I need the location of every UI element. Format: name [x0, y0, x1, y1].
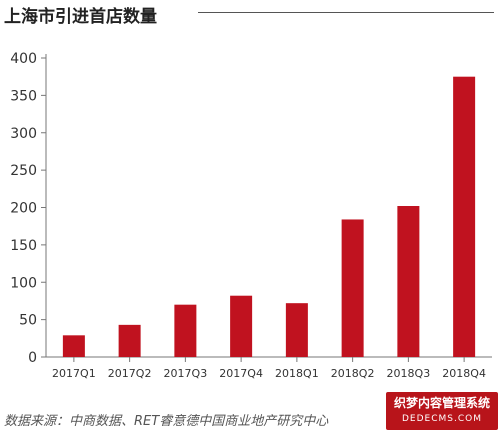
bar	[118, 324, 141, 357]
y-tick-label: 0	[28, 350, 37, 366]
x-tick-label: 2018Q1	[275, 367, 319, 380]
bar	[397, 206, 420, 357]
x-tick-label: 2017Q4	[219, 367, 263, 380]
bar	[341, 219, 364, 357]
y-tick-label: 350	[10, 88, 37, 104]
x-tick-label: 2018Q2	[331, 367, 375, 380]
watermark-line1: 织梦内容管理系统	[393, 396, 490, 410]
x-tick-label: 2017Q1	[52, 367, 96, 380]
bar	[230, 295, 253, 357]
bar	[285, 303, 308, 357]
bar	[62, 335, 85, 357]
y-tick-label: 250	[10, 163, 37, 179]
x-tick-label: 2018Q3	[387, 367, 431, 380]
x-tick-label: 2017Q2	[108, 367, 152, 380]
y-tick-label: 400	[10, 51, 37, 67]
y-tick-label: 200	[10, 201, 37, 217]
x-tick-label: 2017Q3	[164, 367, 208, 380]
bar	[174, 304, 197, 357]
y-tick-label: 150	[10, 238, 37, 254]
bar	[453, 76, 476, 357]
y-tick-label: 100	[10, 275, 37, 291]
y-tick-label: 50	[19, 313, 37, 329]
source-note: 数据来源：中商数据、RET睿意德中国商业地产研究中心	[4, 414, 329, 429]
title-rule	[198, 12, 494, 13]
watermark-logo: 织梦内容管理系统 DEDECMS.COM	[386, 392, 498, 430]
chart-title: 上海市引进首店数量	[4, 7, 157, 27]
x-tick-label: 2018Q4	[442, 367, 486, 380]
watermark-line2: DEDECMS.COM	[402, 414, 482, 424]
y-tick-label: 300	[10, 126, 37, 142]
